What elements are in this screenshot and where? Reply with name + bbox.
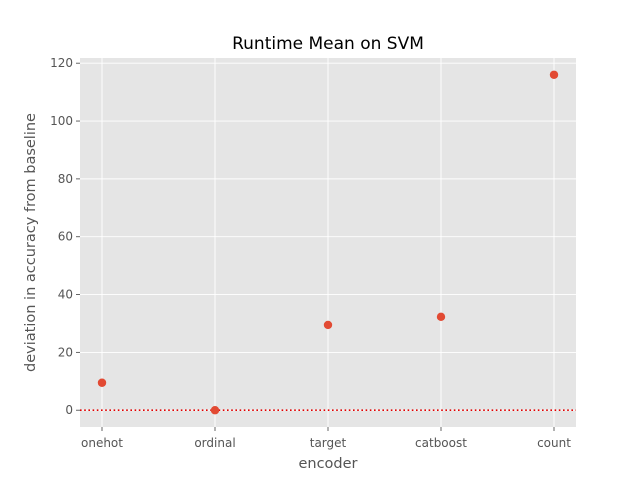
y-tick-label: 40	[58, 288, 73, 302]
x-axis-ticks: onehot ordinal target catboost count	[81, 427, 571, 450]
data-point-ordinal	[210, 406, 220, 415]
y-tick-label: 120	[50, 56, 73, 70]
data-point-count	[549, 70, 559, 79]
x-tick-label: count	[537, 436, 571, 450]
x-tick-label: catboost	[415, 436, 467, 450]
grid-lines	[80, 58, 576, 427]
x-tick-label: ordinal	[194, 436, 235, 450]
chart-title: Runtime Mean on SVM	[232, 34, 424, 54]
data-point-onehot	[97, 378, 107, 387]
data-points	[97, 70, 559, 415]
x-axis-label: encoder	[298, 456, 357, 472]
y-axis-ticks: 0 20 40 60 80 100 120	[50, 56, 80, 417]
data-point-target	[323, 320, 333, 330]
x-tick-label: onehot	[81, 436, 123, 450]
y-axis-label: deviation in accuracy from baseline	[23, 113, 39, 372]
x-tick-label: target	[310, 436, 347, 450]
y-tick-label: 100	[50, 114, 73, 128]
y-tick-label: 80	[58, 172, 73, 186]
data-point-catboost	[436, 312, 446, 322]
y-tick-label: 60	[58, 230, 73, 244]
y-tick-label: 20	[58, 345, 73, 359]
y-tick-label: 0	[65, 403, 73, 417]
